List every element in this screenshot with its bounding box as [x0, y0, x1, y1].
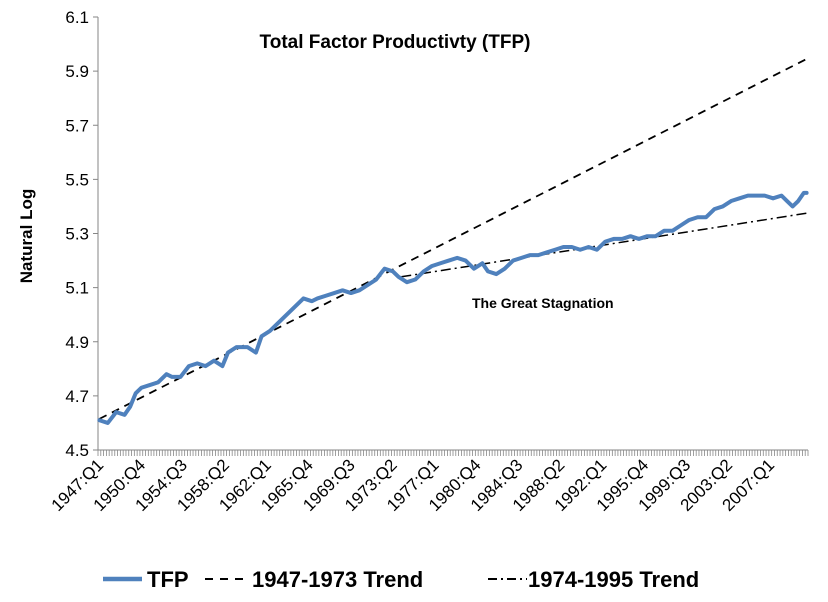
y-tick-label: 5.5 — [65, 170, 89, 189]
y-tick-label: 4.9 — [65, 333, 89, 352]
series-line-tfp — [97, 190, 809, 425]
series-layer — [97, 58, 809, 425]
annotation-great-stagnation: The Great Stagnation — [472, 295, 614, 311]
y-tick-label: 5.9 — [65, 62, 89, 81]
y-tick-label: 6.1 — [65, 8, 89, 27]
y-tick-label: 5.3 — [65, 225, 89, 244]
legend-label-1974-1995-trend: 1974-1995 Trend — [528, 567, 699, 592]
y-tick-label: 4.5 — [65, 441, 89, 460]
y-axis: 4.5 4.7 4.9 5.1 5.3 5.5 5.7 5.9 6.1 — [65, 8, 99, 460]
y-tick-label: 5.1 — [65, 279, 89, 298]
x-axis: 1947:Q11950:Q41954:Q31958:Q21962:Q11965:… — [48, 449, 809, 515]
legend: TFP 1947-1973 Trend 1974-1995 Trend — [103, 567, 699, 592]
y-tick-label: 5.7 — [65, 116, 89, 135]
y-axis-label: Natural Log — [17, 189, 36, 283]
legend-label-1947-1973-trend: 1947-1973 Trend — [252, 567, 423, 592]
chart-title: Total Factor Productivty (TFP) — [260, 32, 531, 53]
series-line-1947-1973-trend — [98, 58, 808, 420]
y-tick-label: 4.7 — [65, 387, 89, 406]
legend-label-tfp: TFP — [147, 567, 189, 592]
